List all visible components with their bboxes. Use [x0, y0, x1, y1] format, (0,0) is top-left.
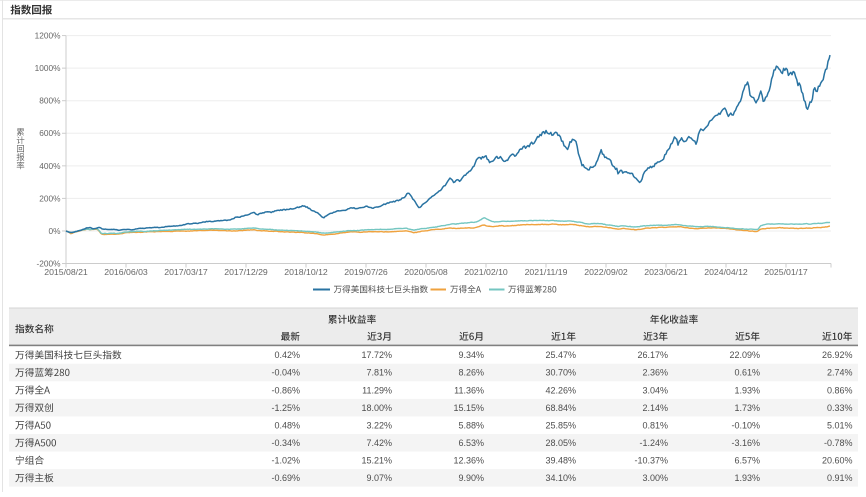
- svg-text:17.72%: 17.72%: [361, 350, 392, 360]
- svg-text:-3.16%: -3.16%: [731, 438, 760, 448]
- svg-text:-0.34%: -0.34%: [271, 438, 300, 448]
- svg-text:6.57%: 6.57%: [734, 456, 760, 466]
- svg-text:15.21%: 15.21%: [361, 456, 392, 466]
- svg-text:30.70%: 30.70%: [545, 368, 576, 378]
- svg-text:0.48%: 0.48%: [274, 420, 300, 430]
- svg-text:2021/11/19: 2021/11/19: [525, 267, 568, 277]
- svg-text:5.01%: 5.01%: [827, 420, 853, 430]
- svg-text:5.88%: 5.88%: [458, 420, 484, 430]
- svg-text:400%: 400%: [39, 161, 61, 171]
- svg-text:9.07%: 9.07%: [366, 473, 392, 483]
- svg-text:-1.24%: -1.24%: [639, 438, 668, 448]
- svg-text:2016/06/03: 2016/06/03: [104, 267, 148, 277]
- svg-text:2.14%: 2.14%: [642, 403, 668, 413]
- svg-text:9.34%: 9.34%: [458, 350, 484, 360]
- svg-text:2020/05/08: 2020/05/08: [404, 267, 448, 277]
- svg-text:-200%: -200%: [37, 258, 62, 268]
- svg-text:3.22%: 3.22%: [366, 420, 392, 430]
- svg-text:68.84%: 68.84%: [545, 403, 576, 413]
- svg-text:7.42%: 7.42%: [366, 438, 392, 448]
- svg-text:26.92%: 26.92%: [822, 350, 853, 360]
- svg-text:2024/04/12: 2024/04/12: [704, 267, 748, 277]
- svg-text:2.36%: 2.36%: [642, 368, 668, 378]
- svg-text:6.53%: 6.53%: [458, 438, 484, 448]
- svg-text:800%: 800%: [39, 96, 61, 106]
- svg-text:39.48%: 39.48%: [545, 456, 576, 466]
- svg-text:-1.25%: -1.25%: [271, 403, 300, 413]
- svg-text:3.00%: 3.00%: [642, 473, 668, 483]
- svg-text:-0.78%: -0.78%: [824, 438, 853, 448]
- svg-text:0.33%: 0.33%: [827, 403, 853, 413]
- svg-text:1.93%: 1.93%: [734, 473, 760, 483]
- svg-text:2022/09/02: 2022/09/02: [584, 267, 628, 277]
- svg-text:11.36%: 11.36%: [454, 385, 484, 395]
- svg-text:26.17%: 26.17%: [637, 350, 668, 360]
- svg-text:2019/07/26: 2019/07/26: [344, 267, 388, 277]
- svg-text:-0.86%: -0.86%: [271, 385, 300, 395]
- svg-text:-0.04%: -0.04%: [271, 368, 300, 378]
- svg-text:0%: 0%: [49, 226, 62, 236]
- svg-text:-1.02%: -1.02%: [271, 456, 300, 466]
- svg-text:20.60%: 20.60%: [822, 456, 853, 466]
- svg-text:9.90%: 9.90%: [458, 473, 484, 483]
- svg-text:2015/08/21: 2015/08/21: [44, 267, 88, 277]
- svg-text:0.86%: 0.86%: [827, 385, 853, 395]
- svg-text:12.36%: 12.36%: [453, 456, 484, 466]
- svg-text:0.81%: 0.81%: [642, 420, 668, 430]
- svg-text:1.73%: 1.73%: [734, 403, 760, 413]
- svg-text:25.47%: 25.47%: [545, 350, 576, 360]
- svg-text:2018/10/12: 2018/10/12: [284, 267, 328, 277]
- svg-text:2017/12/29: 2017/12/29: [224, 267, 268, 277]
- svg-text:1000%: 1000%: [35, 63, 61, 73]
- svg-text:7.81%: 7.81%: [366, 368, 392, 378]
- svg-text:2025/01/17: 2025/01/17: [764, 267, 808, 277]
- svg-text:0.61%: 0.61%: [734, 368, 760, 378]
- svg-text:28.05%: 28.05%: [545, 438, 576, 448]
- svg-text:8.26%: 8.26%: [458, 368, 484, 378]
- svg-text:200%: 200%: [39, 193, 61, 203]
- svg-text:22.09%: 22.09%: [729, 350, 760, 360]
- svg-text:2021/02/10: 2021/02/10: [464, 267, 508, 277]
- svg-text:42.26%: 42.26%: [545, 385, 576, 395]
- svg-text:15.15%: 15.15%: [453, 403, 484, 413]
- svg-text:3.04%: 3.04%: [642, 385, 668, 395]
- svg-text:1.93%: 1.93%: [734, 385, 760, 395]
- svg-text:0.42%: 0.42%: [274, 350, 300, 360]
- svg-text:2023/06/21: 2023/06/21: [644, 267, 688, 277]
- svg-text:-0.10%: -0.10%: [731, 420, 760, 430]
- svg-text:11.29%: 11.29%: [362, 385, 392, 395]
- svg-text:-0.69%: -0.69%: [271, 473, 300, 483]
- svg-text:2017/03/17: 2017/03/17: [164, 267, 208, 277]
- svg-text:0.91%: 0.91%: [827, 473, 853, 483]
- svg-text:-10.37%: -10.37%: [634, 456, 668, 466]
- svg-text:18.00%: 18.00%: [361, 403, 392, 413]
- svg-text:1200%: 1200%: [35, 31, 61, 41]
- svg-text:25.85%: 25.85%: [545, 420, 576, 430]
- svg-text:34.10%: 34.10%: [545, 473, 576, 483]
- svg-text:2.74%: 2.74%: [827, 368, 853, 378]
- svg-text:600%: 600%: [39, 128, 61, 138]
